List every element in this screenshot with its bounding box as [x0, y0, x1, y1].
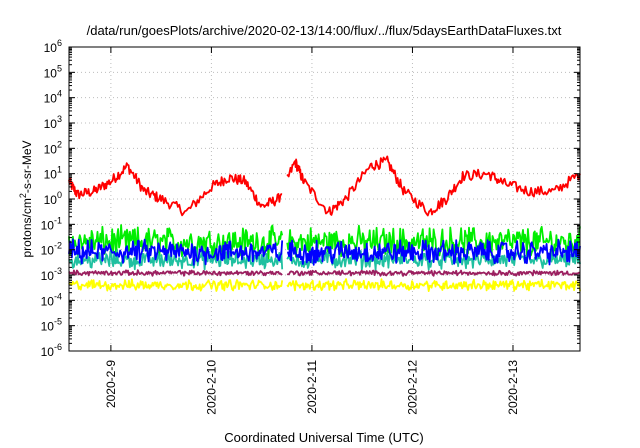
y-tick-label: 103 [44, 114, 62, 131]
y-tick-label: 10-2 [41, 241, 62, 258]
y-axis-label-rest: -s-sr-MeV [20, 140, 34, 193]
y-tick-label-exp: 0 [57, 190, 62, 200]
x-tick-label: 2020-2-9 [104, 360, 118, 408]
x-tick-label: 2020-2-11 [305, 360, 319, 414]
y-tick-label-base: 10 [44, 142, 58, 156]
series-line-0 [68, 155, 581, 217]
y-tick-label-base: 10 [41, 294, 55, 308]
y-tick-label-exp: -5 [54, 317, 62, 327]
y-tick-label: 10-5 [41, 317, 62, 334]
y-tick-label-exp: 2 [57, 139, 62, 149]
y-tick-label-exp: -4 [54, 291, 62, 301]
y-tick-label-base: 10 [44, 193, 58, 207]
y-tick-label-base: 10 [41, 218, 55, 232]
series-lines [68, 155, 581, 292]
y-tick-label-base: 10 [44, 66, 58, 80]
y-tick-label-base: 10 [44, 92, 58, 106]
y-tick-label: 104 [44, 89, 62, 106]
y-tick-label: 10-4 [41, 291, 62, 308]
series-line-5 [68, 269, 581, 277]
y-tick-label-base: 10 [41, 345, 55, 359]
x-tick-label: 2020-2-13 [506, 360, 520, 415]
y-tick-label: 106 [44, 38, 62, 55]
y-axis-label: protons/cm2-s-sr-MeV [18, 140, 34, 257]
y-tick-label: 102 [44, 139, 62, 156]
y-tick-label-base: 10 [44, 168, 58, 182]
series-line-4 [68, 278, 581, 292]
y-tick-label-base: 10 [41, 320, 55, 334]
y-tick-label-exp: -3 [54, 266, 62, 276]
y-tick-label-exp: 4 [57, 89, 62, 99]
chart-title: /data/run/goesPlots/archive/2020-02-13/1… [87, 23, 562, 38]
y-axis-label-sup: 2 [18, 193, 28, 198]
y-tick-label: 10-3 [41, 266, 62, 283]
series-line-3 [68, 238, 581, 266]
y-tick-label: 101 [44, 165, 62, 182]
y-tick-label-exp: -2 [54, 241, 62, 251]
y-tick-label: 100 [44, 190, 62, 207]
axis-ticks: 10-610-510-410-310-210-11001011021031041… [41, 38, 580, 415]
x-axis-label: Coordinated Universal Time (UTC) [224, 430, 423, 445]
y-tick-label-exp: -1 [54, 215, 62, 225]
y-tick-label-exp: 3 [57, 114, 62, 124]
y-tick-label-base: 10 [44, 41, 58, 55]
x-tick-label: 2020-2-12 [405, 360, 419, 415]
y-tick-label: 10-6 [41, 342, 62, 359]
x-tick-label: 2020-2-10 [204, 360, 218, 415]
grid-lines [69, 47, 580, 351]
y-tick-label-exp: 6 [57, 38, 62, 48]
y-tick-label-base: 10 [41, 269, 55, 283]
y-tick-label: 10-1 [41, 215, 62, 232]
y-tick-label-base: 10 [44, 117, 58, 131]
y-tick-label-base: 10 [41, 244, 55, 258]
y-axis-label-main: protons/cm [20, 198, 34, 257]
y-tick-label-exp: -6 [54, 342, 62, 352]
y-tick-label: 105 [44, 63, 62, 80]
y-tick-label-exp: 1 [57, 165, 62, 175]
y-tick-label-exp: 5 [57, 63, 62, 73]
